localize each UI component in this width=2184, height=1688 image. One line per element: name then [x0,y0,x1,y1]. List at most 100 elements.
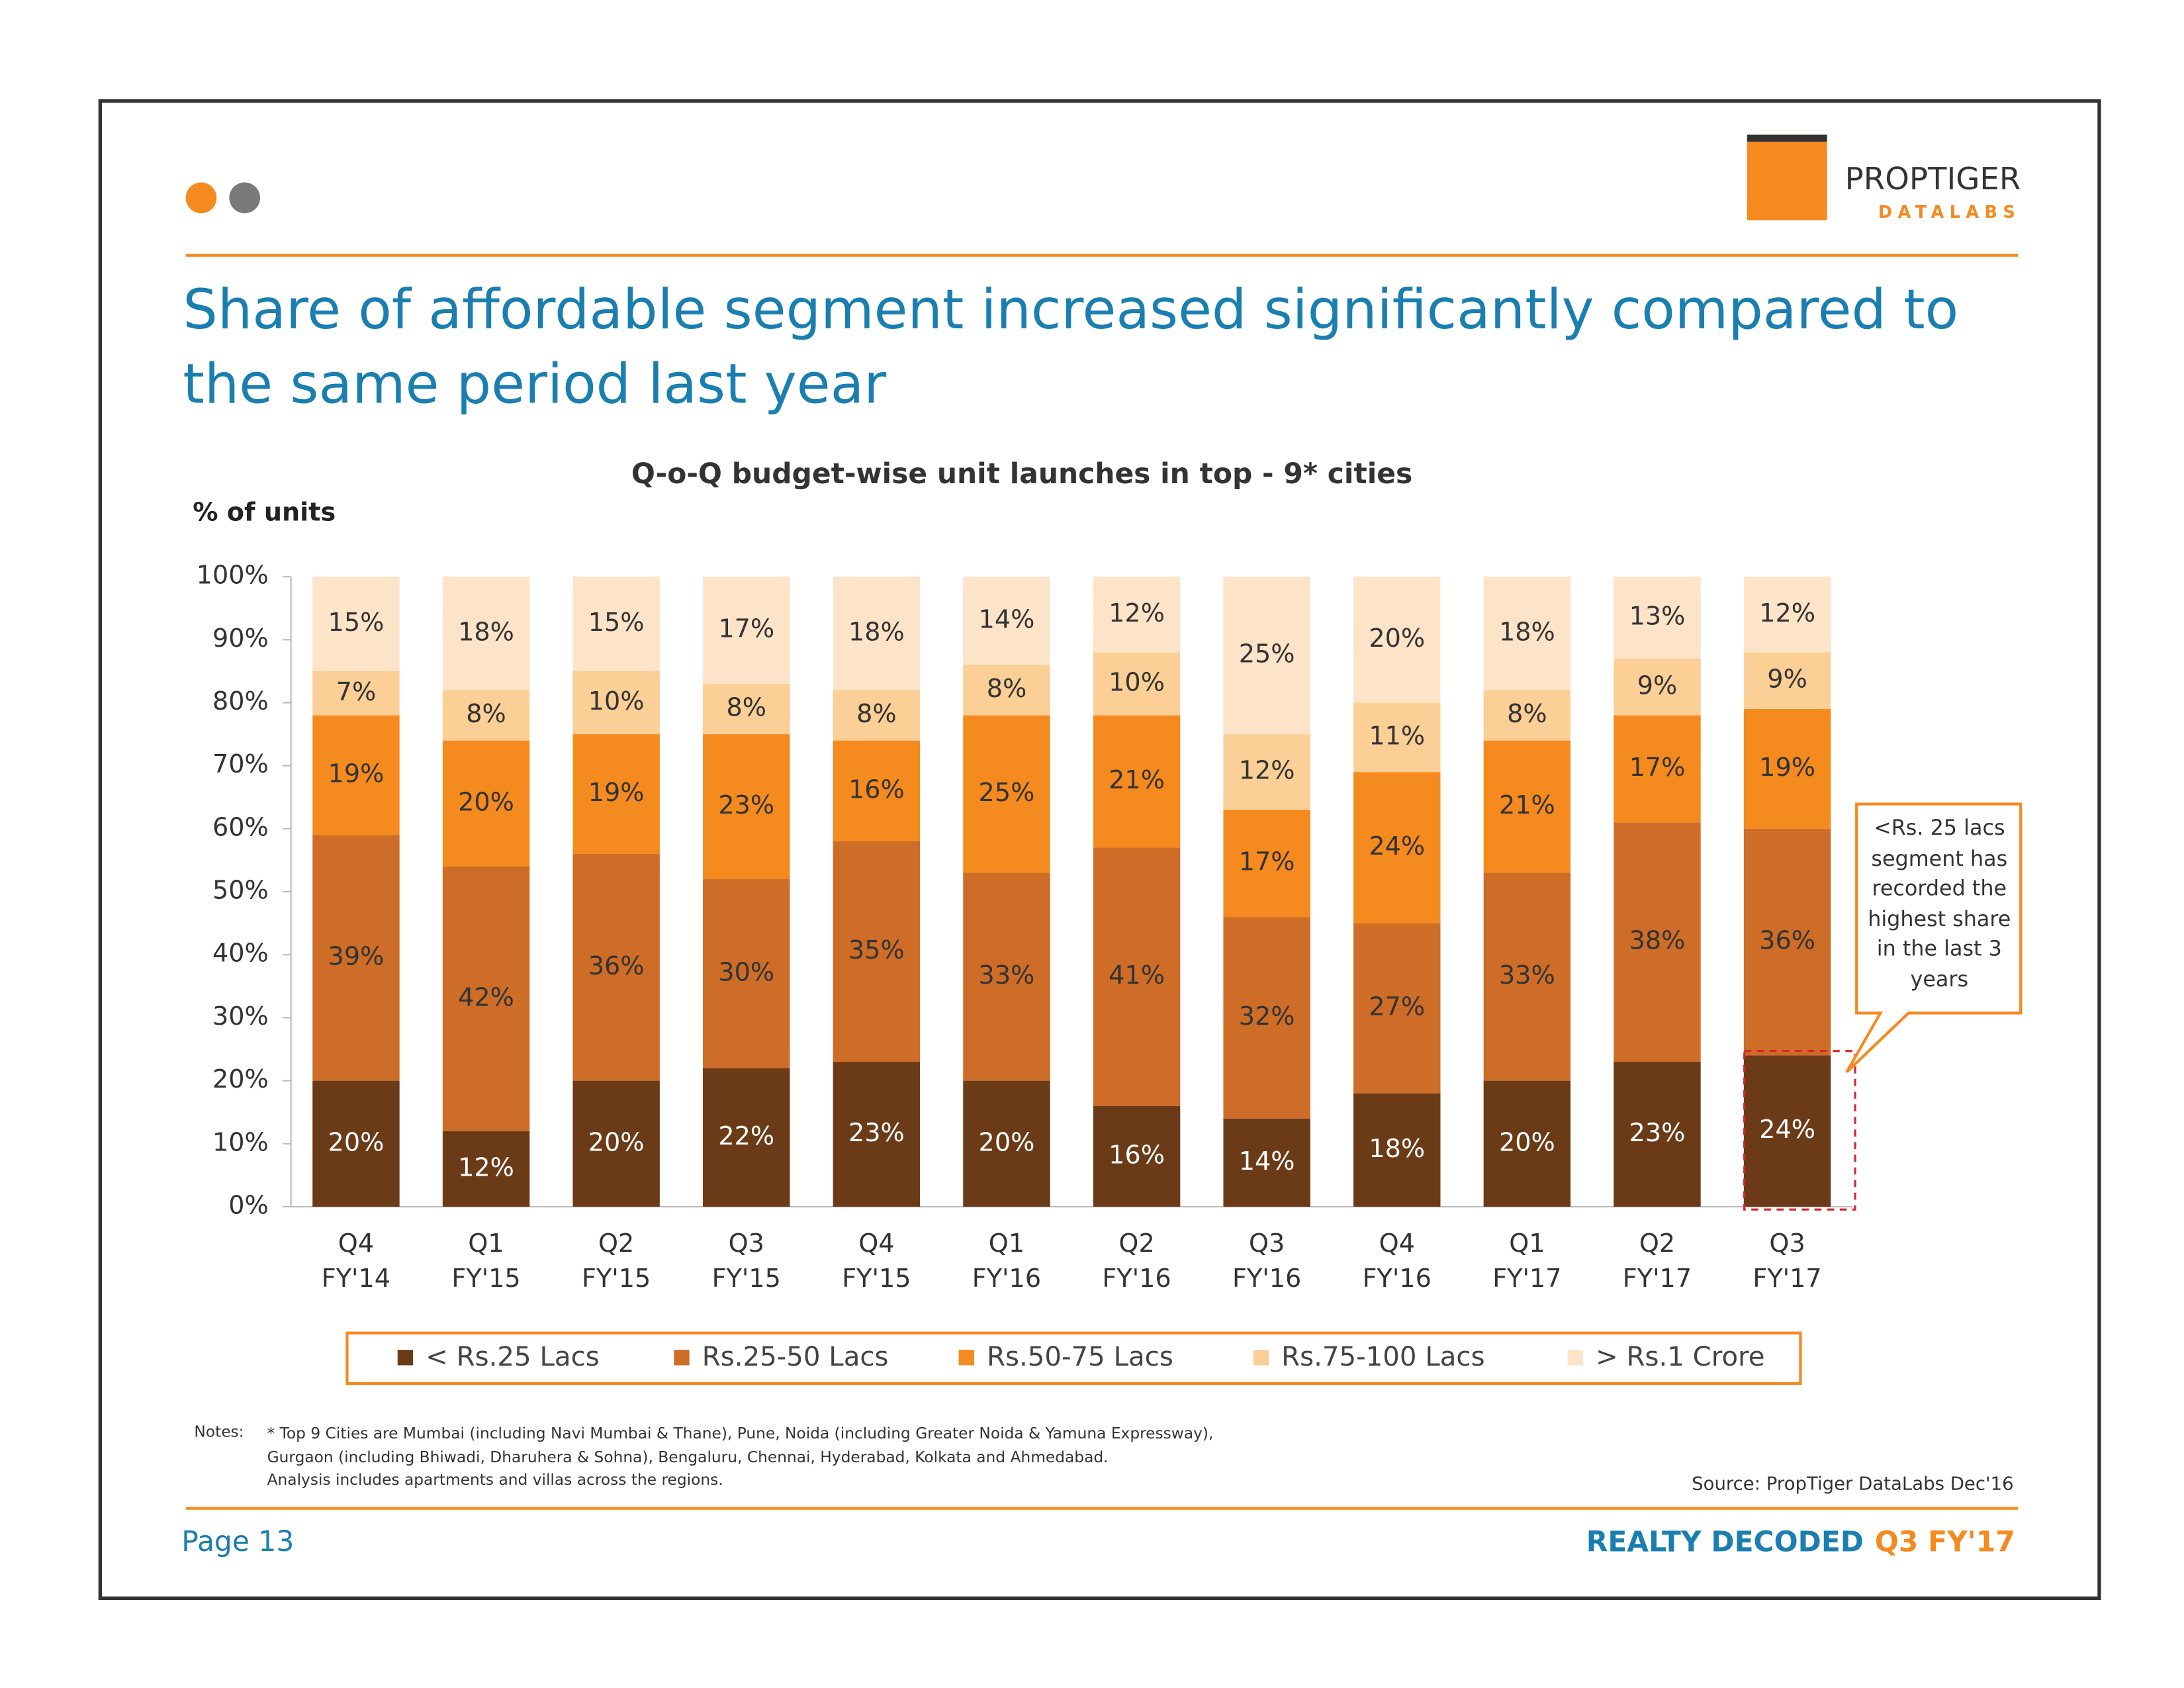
legend-label: Rs.25-50 Lacs [702,1342,889,1372]
value-label: 35% [848,935,905,964]
source: Source: PropTiger DataLabs Dec'16 [1692,1474,2014,1495]
value-label: 15% [328,608,385,637]
callout [1845,802,2023,1073]
value-label: 39% [328,942,385,971]
value-label: 32% [1239,1002,1295,1031]
value-label: 9% [1637,671,1678,700]
value-label: 20% [979,1127,1035,1156]
value-label: 24% [1759,1115,1815,1144]
bar-segment [1743,709,1831,829]
bar-segment [442,1131,530,1207]
logo-mark [1747,142,1827,220]
legend-swatch [674,1350,690,1366]
y-tick-label: 70% [212,749,269,778]
x-tick-box: Q2 FY'17 [1622,1229,1692,1294]
value-label: 12% [458,1152,514,1182]
bar-segment [1743,577,1831,653]
value-label: 12% [1109,598,1165,628]
value-label: 8% [856,699,897,728]
value-label: 20% [1369,624,1425,653]
value-label: 38% [1629,926,1686,955]
value-label: 16% [1109,1140,1165,1169]
value-label: 8% [1507,699,1547,728]
value-label: 19% [328,759,385,788]
value-label: 24% [1369,831,1425,861]
bar-segment [1483,740,1571,873]
y-tick-label: 30% [212,1002,269,1031]
x-tick-box: Q4 FY'14 [322,1229,390,1294]
value-label: 36% [588,951,645,980]
legend-label: Rs.50-75 Lacs [987,1342,1173,1372]
x-tick-box: Q1 FY'17 [1492,1229,1562,1294]
value-label: 14% [1239,1147,1295,1176]
value-label: 25% [1239,639,1295,669]
y-tick-label: 80% [212,686,269,716]
x-tick-box: Q3 FY'16 [1232,1229,1302,1294]
bar-segment [1353,923,1441,1094]
value-label: 10% [588,686,645,716]
bar-segment [312,1080,400,1207]
bar-segment [1223,810,1310,917]
bar-segment [833,1062,921,1207]
x-tick-label: Q2 FY'16 [1102,1229,1171,1294]
bar-segment [1353,772,1441,923]
x-tick-label: Q3 FY'16 [1232,1229,1302,1294]
bar-segment [572,671,660,735]
value-label: 8% [987,674,1027,703]
bar-segment [1614,1062,1701,1207]
bar-segment [833,690,921,741]
value-label: 19% [1759,753,1815,782]
bar-segment [1614,577,1701,659]
value-label: 19% [588,778,645,807]
bar-segment [963,715,1050,873]
x-tick-label: Q1 FY'15 [451,1229,521,1294]
value-label: 10% [1109,667,1165,696]
x-tick-label: Q1 FY'16 [972,1229,1042,1294]
bar-segment [1353,1093,1441,1207]
value-label: 22% [718,1121,774,1150]
value-label: 16% [848,774,905,804]
value-label: 18% [1499,617,1555,646]
legend-swatch [958,1350,974,1366]
bar-segment [963,665,1050,716]
note: Analysis includes apartments and villas … [267,1471,723,1489]
value-label: 23% [848,1118,905,1147]
x-tick-label: Q1 FY'17 [1492,1229,1562,1294]
x-tick-label: Q4 FY'15 [842,1229,911,1294]
bar-segment [1614,715,1701,823]
bar-segment [1353,702,1441,773]
value-label: 20% [328,1127,385,1156]
value-label: 33% [1499,961,1555,990]
notes-label: Notes: [194,1423,244,1441]
value-label: 41% [1109,961,1165,990]
headline: Share of affordable segment increased si… [183,279,1959,417]
bar-segment [1093,847,1181,1106]
value-label: 20% [588,1127,645,1156]
footer-brand: REALTY DECODED [1586,1525,1864,1558]
bar-segment [1093,715,1181,848]
bar-segment [1483,690,1571,741]
x-tick-box: Q1 FY'16 [972,1229,1042,1294]
x-tick-label: Q2 FY'17 [1622,1229,1692,1294]
x-tick-box: Q2 FY'16 [1102,1229,1171,1294]
x-tick-box: Q4 FY'16 [1363,1229,1432,1294]
bar-segment [572,853,660,1081]
bar-segment [1743,828,1831,1056]
legend-label: > Rs.1 Crore [1596,1342,1765,1372]
footer: REALTY DECODED Q3 FY'17 [1586,1525,2015,1558]
value-label: 17% [718,614,774,643]
x-tick-box: Q2 FY'15 [582,1229,651,1294]
value-label: 23% [718,790,774,820]
bar-segment [572,734,660,854]
value-label: 18% [458,617,514,646]
value-label: 7% [336,677,377,706]
bar-segment [703,577,790,684]
bar-segment [1223,917,1310,1119]
x-tick-box: Q3 FY'15 [712,1229,781,1294]
bar-segment [312,835,400,1081]
value-label: 21% [1109,765,1165,794]
legend-swatch [1253,1350,1269,1366]
value-label: 11% [1369,721,1425,750]
bar-segment [1743,1055,1831,1207]
value-label: 8% [727,693,767,722]
